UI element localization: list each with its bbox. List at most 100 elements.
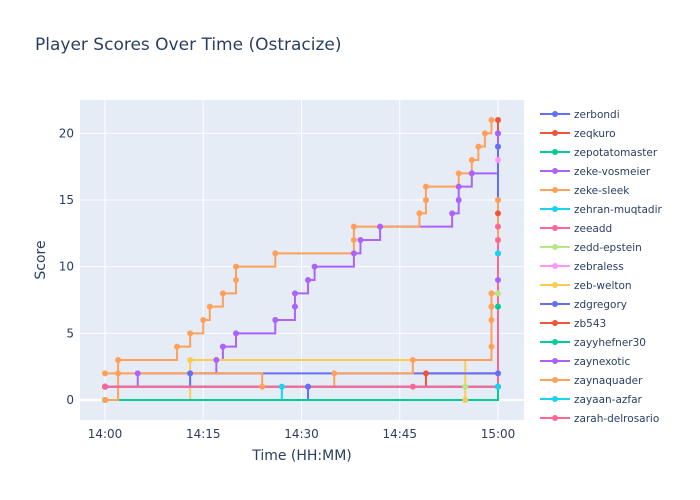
- legend-item-zeke-sleek[interactable]: zeke-sleek: [540, 185, 630, 197]
- data-point-zeke-vosmeier: [495, 130, 501, 137]
- legend-label: zehran-muqtadir: [574, 204, 663, 216]
- legend-label: zeeadd: [574, 223, 612, 235]
- data-point-zeke-sleek: [187, 330, 194, 337]
- series-line-zeke-vosmeier: [105, 133, 499, 388]
- legend-label: zaynaquader: [574, 375, 643, 387]
- data-point-zeke-vosmeier: [291, 303, 298, 310]
- data-point-zerbondi: [495, 370, 501, 377]
- legend-label: zedd-epstein: [574, 242, 642, 254]
- data-point-zarah-delrosario: [102, 383, 108, 390]
- legend-item-zayaan-azfar[interactable]: zayaan-azfar: [540, 394, 643, 406]
- legend-swatch-marker: [552, 282, 558, 288]
- y-tick-label: 15: [59, 193, 74, 207]
- legend-item-zb543[interactable]: zb543: [540, 318, 606, 330]
- legend-label: zeke-vosmeier: [574, 166, 651, 178]
- data-point-zeke-vosmeier: [357, 237, 364, 243]
- data-point-zeke-sleek: [455, 170, 462, 177]
- data-point-zeke-sleek: [272, 250, 279, 257]
- legend[interactable]: zerbondi zeqkuro zepotatomaster zeke-vosmei…: [540, 109, 663, 425]
- data-point-zeke-sleek: [102, 370, 108, 377]
- x-tick-label: 14:30: [284, 427, 319, 441]
- legend-label: zayyhefner30: [574, 337, 646, 349]
- legend-item-zeb-welton[interactable]: zeb-welton: [540, 280, 632, 292]
- y-axis-title: Score: [33, 240, 49, 279]
- data-point-zeke-sleek: [481, 130, 488, 137]
- legend-item-zeeadd[interactable]: zeeadd: [540, 223, 612, 235]
- legend-item-zepotatomaster[interactable]: zepotatomaster: [540, 147, 658, 159]
- data-point-zaynaquader: [259, 383, 266, 390]
- data-point-zaynaquader: [409, 357, 416, 363]
- legend-label: zb543: [574, 318, 606, 330]
- data-point-zeqkuro: [495, 117, 501, 123]
- data-point-zeke-vosmeier: [134, 370, 141, 377]
- data-point-zaynaquader: [488, 343, 495, 350]
- data-point-zeke-sleek: [475, 143, 482, 150]
- data-point-zaynaquader: [115, 370, 122, 377]
- data-point-zeke-vosmeier: [233, 330, 239, 337]
- legend-swatch-marker: [552, 358, 558, 364]
- legend-item-zedd-epstein[interactable]: zedd-epstein: [540, 242, 642, 254]
- data-point-zaynaquader: [331, 370, 338, 377]
- data-point-zeke-vosmeier: [311, 263, 318, 270]
- legend-label: zayaan-azfar: [574, 394, 643, 406]
- data-point-zeke-sleek: [416, 210, 423, 217]
- legend-item-zebraless[interactable]: zebraless: [540, 261, 624, 273]
- legend-swatch-marker: [552, 111, 558, 117]
- x-tick-label: 14:15: [186, 427, 221, 441]
- legend-swatch-marker: [552, 244, 558, 250]
- data-point-zeke-vosmeier: [350, 250, 357, 257]
- data-point-zdgregory: [495, 143, 501, 150]
- legend-item-zehran-muqtadir[interactable]: zehran-muqtadir: [540, 204, 663, 216]
- data-point-zeke-vosmeier: [291, 290, 298, 297]
- legend-swatch-marker: [552, 415, 558, 421]
- data-point-zedd-epstein: [495, 290, 501, 297]
- legend-item-zeqkuro[interactable]: zeqkuro: [540, 128, 616, 140]
- legend-swatch-marker: [552, 339, 558, 345]
- data-point-zeke-sleek: [233, 277, 239, 283]
- legend-swatch-marker: [552, 225, 558, 231]
- data-point-zeke-sleek: [422, 183, 429, 190]
- data-point-zeke-vosmeier: [272, 317, 279, 323]
- y-tick-label: 5: [66, 326, 74, 340]
- series-points: [102, 117, 501, 403]
- data-point-zeeadd: [409, 383, 416, 390]
- data-point-zb543: [495, 210, 501, 217]
- data-point-zaynaquader: [495, 197, 501, 203]
- data-point-zeqkuro: [422, 370, 429, 377]
- legend-swatch-marker: [552, 130, 558, 136]
- legend-label: zaynexotic: [574, 356, 630, 368]
- legend-label: zerbondi: [574, 109, 620, 121]
- legend-item-zerbondi[interactable]: zerbondi: [540, 109, 620, 121]
- data-point-zeke-sleek: [350, 237, 357, 243]
- data-point-zeke-sleek: [488, 117, 495, 123]
- data-point-zepotatomaster: [495, 303, 501, 310]
- legend-label: zarah-delrosario: [574, 413, 659, 425]
- data-point-zeke-sleek: [233, 263, 239, 270]
- data-point-zebraless: [495, 157, 501, 163]
- data-point-zedd-epstein: [462, 383, 469, 390]
- legend-swatch-marker: [552, 149, 558, 155]
- legend-item-zaynaquader[interactable]: zaynaquader: [540, 375, 643, 387]
- data-point-zaynaquader: [488, 317, 495, 323]
- legend-swatch-marker: [552, 396, 558, 402]
- legend-item-zeke-vosmeier[interactable]: zeke-vosmeier: [540, 166, 651, 178]
- chart-title: Player Scores Over Time (Ostracize): [35, 35, 342, 55]
- data-point-zeke-sleek: [350, 223, 357, 230]
- legend-item-zdgregory[interactable]: zdgregory: [540, 299, 627, 311]
- data-point-zeb-welton: [462, 397, 469, 403]
- data-point-zeke-sleek: [174, 343, 181, 350]
- legend-label: zeqkuro: [574, 128, 616, 140]
- x-ticks: 14:00 14:15 14:30 14:45 15:00: [88, 427, 516, 441]
- legend-item-zayyhefner30[interactable]: zayyhefner30: [540, 337, 646, 349]
- x-axis-title: Time (HH:MM): [251, 448, 352, 464]
- data-point-zeke-vosmeier: [449, 210, 456, 217]
- legend-label: zeb-welton: [574, 280, 632, 292]
- data-point-zaynaquader: [102, 397, 108, 403]
- data-point-zerbondi: [305, 383, 312, 390]
- legend-item-zaynexotic[interactable]: zaynexotic: [540, 356, 630, 368]
- y-ticks: 0 5 10 15 20: [59, 126, 74, 407]
- data-point-zeb-welton: [187, 357, 194, 363]
- legend-item-zarah-delrosario[interactable]: zarah-delrosario: [540, 413, 659, 425]
- x-tick-label: 15:00: [481, 427, 516, 441]
- data-point-zeke-vosmeier: [455, 197, 462, 203]
